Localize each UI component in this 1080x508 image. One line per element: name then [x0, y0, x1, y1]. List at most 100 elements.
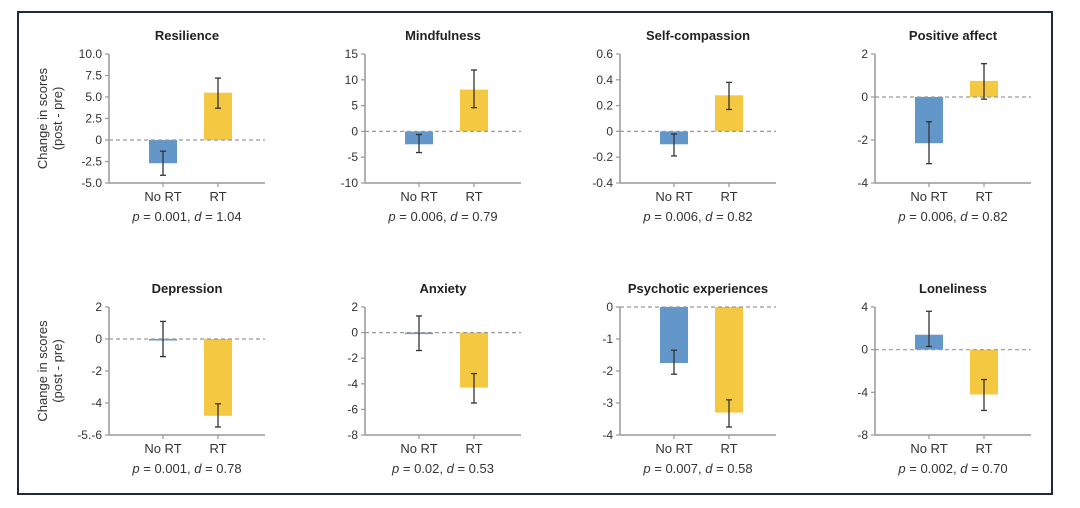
- panel-anxiety: Anxiety 2 0 -2 -4 -6 -8 No RT RT p = 0.02, d = 0.…: [347, 281, 521, 476]
- panel-title: Resilience: [155, 28, 219, 43]
- d-eq: =: [967, 461, 982, 476]
- stat-annotation: p = 0.007, d = 0.58: [642, 461, 752, 476]
- y-tick-label: 5.0: [85, 90, 102, 104]
- x-tick-label: No RT: [655, 441, 692, 456]
- y-tick-label: 0.2: [596, 99, 613, 113]
- y-tick-label: 0: [95, 133, 102, 147]
- p-value: 0.006: [920, 209, 953, 224]
- y-tick-label: -5.-6: [77, 428, 102, 442]
- y-tick-label: -2: [857, 133, 868, 147]
- d-value: 0.78: [216, 461, 241, 476]
- x-tick-label: RT: [975, 189, 992, 204]
- y-tick-label: -4: [602, 428, 613, 442]
- sep: ,: [953, 461, 960, 476]
- x-tick-label: RT: [465, 441, 482, 456]
- d-symbol: d: [194, 209, 202, 224]
- y-tick-label: -10: [341, 176, 359, 190]
- y-axis-label: Change in scores(post - pre): [35, 320, 65, 422]
- panel-positive-affect: Positive affect 2 0 -2 -4 No RT RT p = 0.006, d…: [857, 28, 1031, 224]
- figure-frame: [17, 11, 1053, 495]
- y-tick-label: -4: [347, 377, 358, 391]
- p-symbol: p: [387, 209, 395, 224]
- panel-title: Mindfulness: [405, 28, 481, 43]
- y-tick-label: -8: [857, 428, 868, 442]
- d-symbol: d: [705, 461, 713, 476]
- panel-title: Loneliness: [919, 281, 987, 296]
- x-tick-label: RT: [465, 189, 482, 204]
- y-tick-label: 2: [351, 300, 358, 314]
- y-tick-label: 2.5: [85, 112, 102, 126]
- p-value: 0.02: [414, 461, 439, 476]
- x-tick-label: No RT: [144, 189, 181, 204]
- y-tick-label: -2: [347, 351, 358, 365]
- y-tick-label: 0: [351, 326, 358, 340]
- y-tick-label: 5: [351, 99, 358, 113]
- x-tick-label: No RT: [655, 189, 692, 204]
- p-symbol: p: [642, 209, 650, 224]
- d-value: 0.70: [982, 461, 1007, 476]
- p-symbol: p: [642, 461, 650, 476]
- p-value: 0.002: [920, 461, 953, 476]
- y-tick-label: -5.0: [81, 176, 102, 190]
- d-eq: =: [454, 461, 469, 476]
- x-tick-label: RT: [720, 441, 737, 456]
- d-symbol: d: [194, 461, 202, 476]
- panel-loneliness: Loneliness 4 0 -4 -8 No RT RT p = 0.002, d = 0.…: [857, 281, 1031, 476]
- panel-title: Depression: [152, 281, 223, 296]
- d-eq: =: [201, 209, 216, 224]
- p-symbol: p: [391, 461, 399, 476]
- y-tick-label: 2: [861, 47, 868, 61]
- d-eq: =: [967, 209, 982, 224]
- y-tick-label: 0: [606, 300, 613, 314]
- x-tick-label: No RT: [910, 189, 947, 204]
- p-symbol: p: [897, 461, 905, 476]
- panel-title: Anxiety: [420, 281, 468, 296]
- d-eq: =: [201, 461, 216, 476]
- stat-annotation: p = 0.006, d = 0.82: [642, 209, 752, 224]
- y-tick-label: -8: [347, 428, 358, 442]
- panel-resilience: Resilience Change in scores(post - pre) 10…: [35, 28, 265, 224]
- y-axis-label-line: (post - pre): [50, 87, 65, 151]
- x-tick-label: No RT: [910, 441, 947, 456]
- sep: ,: [187, 209, 194, 224]
- y-tick-label: 0: [606, 124, 613, 138]
- bar-rt: [204, 339, 232, 416]
- panel-title: Self-compassion: [646, 28, 750, 43]
- x-tick-label: No RT: [144, 441, 181, 456]
- sep: ,: [187, 461, 194, 476]
- y-tick-label: 2: [95, 300, 102, 314]
- p-value: 0.006: [665, 209, 698, 224]
- bar-rt: [715, 307, 743, 413]
- y-tick-label: 0: [95, 332, 102, 346]
- y-tick-label: -0.4: [592, 176, 613, 190]
- y-tick-label: -2: [91, 364, 102, 378]
- d-symbol: d: [960, 209, 968, 224]
- p-eq: =: [651, 209, 666, 224]
- p-eq: =: [396, 209, 411, 224]
- panel-mindfulness: Mindfulness 15 10 5 0 -5 -10 No RT RT p = 0.006, …: [341, 28, 521, 224]
- sep: ,: [443, 209, 450, 224]
- y-tick-label: 4: [861, 300, 868, 314]
- y-tick-label: -3: [602, 396, 613, 410]
- p-eq: =: [906, 461, 921, 476]
- x-tick-label: RT: [720, 189, 737, 204]
- x-tick-label: RT: [975, 441, 992, 456]
- y-tick-label: -4: [91, 396, 102, 410]
- y-tick-label: -2: [602, 364, 613, 378]
- y-tick-label: 10.0: [79, 47, 103, 61]
- y-tick-label: -4: [857, 385, 868, 399]
- p-eq: =: [651, 461, 666, 476]
- y-tick-label: 7.5: [85, 69, 102, 83]
- p-eq: =: [906, 209, 921, 224]
- y-tick-label: 0: [351, 124, 358, 138]
- y-tick-label: -2.5: [81, 155, 102, 169]
- stat-annotation: p = 0.02, d = 0.53: [391, 461, 494, 476]
- p-eq: =: [399, 461, 414, 476]
- sep: ,: [698, 461, 705, 476]
- sep: ,: [439, 461, 446, 476]
- p-value: 0.001: [154, 209, 187, 224]
- stat-annotation: p = 0.001, d = 1.04: [131, 209, 241, 224]
- p-value: 0.006: [410, 209, 443, 224]
- d-eq: =: [712, 209, 727, 224]
- y-tick-label: 15: [345, 47, 359, 61]
